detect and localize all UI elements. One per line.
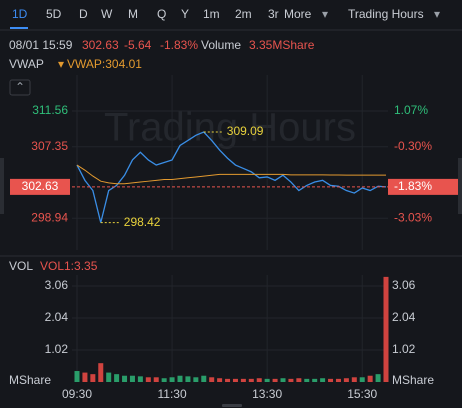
last-price-label: 302.63 <box>22 179 59 193</box>
volume-bar <box>217 378 223 382</box>
volume-bar <box>98 363 104 382</box>
volume-bar <box>106 372 112 382</box>
volume-unit-right: MShare <box>392 373 434 387</box>
volume-indicator: VOL <box>9 259 33 273</box>
tab[interactable]: 3r <box>268 7 279 21</box>
quote-change: -5.64 <box>124 38 152 52</box>
volume-bar <box>185 376 191 382</box>
last-pct-box <box>388 178 458 195</box>
volume-bar <box>114 374 120 382</box>
volume-bar <box>343 378 349 382</box>
quote-volume: 3.35MShare <box>249 38 315 52</box>
scroll-indicator <box>222 404 242 407</box>
collapse-button[interactable] <box>9 79 31 96</box>
quote-change-pct: -1.83% <box>160 38 198 52</box>
vwap-line <box>76 164 386 185</box>
volume-bar <box>90 374 96 382</box>
indicator-label[interactable]: VWAP <box>9 57 44 71</box>
y2-tick-label: -3.03% <box>394 210 432 224</box>
volume-bar <box>161 378 167 382</box>
volume-bar <box>375 374 381 382</box>
x-tick-label: 13:30 <box>252 387 282 401</box>
volume-bar <box>359 377 365 382</box>
volume-unit-left: MShare <box>9 373 51 387</box>
y-tick-label: 1.02 <box>45 342 69 356</box>
left-handle[interactable] <box>0 158 4 214</box>
volume-bar <box>201 375 207 382</box>
tab-underline <box>10 27 28 29</box>
volume-bar <box>225 378 231 382</box>
last-price-box <box>10 178 70 195</box>
quote-volume-label: Volume <box>201 38 241 52</box>
x-tick-label: 09:30 <box>62 387 92 401</box>
y2-tick-label: 1.02 <box>392 342 416 356</box>
volume-bar <box>240 378 246 382</box>
volume-bar <box>312 378 318 382</box>
annotation-label: 309.09 <box>227 124 264 138</box>
y-tick-label: 2.04 <box>45 310 69 324</box>
vwap-value: VWAP:304.01 <box>67 57 142 71</box>
volume-bar <box>137 376 143 382</box>
x-tick-label: 11:30 <box>158 387 187 401</box>
volume-bar <box>209 377 215 382</box>
quote-datetime: 08/01 15:59 <box>9 38 73 52</box>
y2-tick-label: -0.30% <box>394 139 432 153</box>
volume-bar <box>145 377 151 382</box>
last-pct-label: -1.83% <box>394 179 432 193</box>
tab[interactable]: D <box>79 7 88 21</box>
annotation-label: 298.42 <box>124 215 161 229</box>
tab[interactable]: 5D <box>46 7 62 21</box>
y-tick-label: 3.06 <box>45 278 69 292</box>
volume-bar <box>264 378 270 382</box>
watermark: Trading Hours <box>104 106 356 150</box>
volume-bar <box>383 276 389 382</box>
volume-bar <box>288 378 294 382</box>
tab[interactable]: 2m <box>235 7 252 21</box>
collapse-icon: ⌃ <box>15 80 25 94</box>
tab[interactable]: Y <box>181 7 189 21</box>
volume-bar <box>129 375 135 382</box>
x-tick-label: 15:30 <box>347 387 377 401</box>
volume-bar <box>232 378 238 382</box>
y-tick-label: 311.56 <box>32 103 68 117</box>
volume-bar <box>296 378 302 382</box>
volume-bar <box>169 377 175 382</box>
y2-tick-label: 2.04 <box>392 310 416 324</box>
y-tick-label: 307.35 <box>31 139 68 153</box>
tab-more[interactable]: More <box>284 7 312 21</box>
right-handle[interactable] <box>458 158 462 214</box>
session-select[interactable]: Trading Hours <box>348 7 424 21</box>
volume-bar <box>74 371 80 382</box>
volume-bar <box>193 377 199 382</box>
volume-bar <box>320 378 326 382</box>
session-caret: ▾ <box>434 7 440 21</box>
volume-bar <box>351 377 357 382</box>
tab[interactable]: Q <box>157 7 166 21</box>
volume-bar <box>122 375 128 382</box>
tab[interactable]: M <box>128 7 138 21</box>
tab[interactable]: 1D <box>12 7 28 21</box>
tab[interactable]: W <box>101 7 113 21</box>
volume-bar <box>335 378 341 382</box>
volume-bar <box>177 375 183 382</box>
volume-bar <box>248 378 254 382</box>
y2-tick-label: 3.06 <box>392 278 416 292</box>
volume-bar <box>272 378 278 382</box>
volume-bar <box>280 378 286 382</box>
more-caret: ▾ <box>322 7 328 21</box>
volume-series-name: VOL1:3.35 <box>40 259 98 273</box>
price-line <box>76 131 387 223</box>
volume-bar <box>367 375 373 382</box>
y2-tick-label: 1.07% <box>394 103 428 117</box>
volume-bar <box>153 377 159 382</box>
volume-bar <box>304 378 310 382</box>
volume-bar <box>82 372 88 382</box>
y-tick-label: 298.94 <box>31 210 68 224</box>
volume-bar <box>328 378 334 382</box>
volume-bar <box>256 378 262 382</box>
tab[interactable]: 1m <box>203 7 220 21</box>
indicator-caret: ▾ <box>58 57 64 71</box>
quote-price: 302.63 <box>82 38 119 52</box>
